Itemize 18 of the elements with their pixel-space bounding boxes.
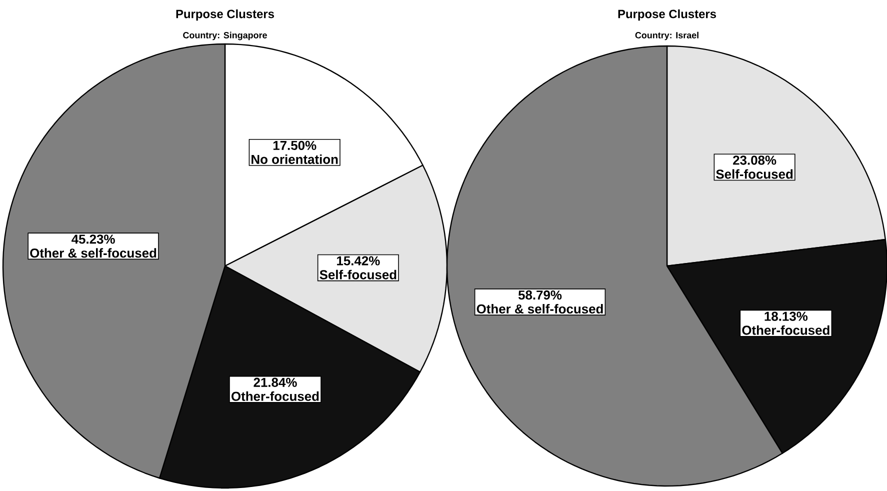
data-label: 21.84%	[254, 378, 297, 387]
slice-label: Self-focused	[716, 169, 793, 179]
chart-subtitle: Country: Israel	[635, 32, 698, 40]
chart-subtitle: Country: Singapore	[183, 32, 267, 40]
data-label: 15.42%	[337, 256, 380, 266]
chart-title: Purpose Clusters	[618, 9, 716, 21]
slice-label: Other & self-focused	[30, 248, 156, 258]
slice-label: Other & self-focused	[476, 304, 603, 314]
slice-label: Other-focused	[232, 391, 319, 401]
slice-label: No orientation	[252, 154, 338, 164]
data-label: 17.50%	[273, 140, 316, 150]
data-label: 18.13%	[764, 312, 808, 321]
data-label: 23.08%	[733, 156, 776, 165]
data-label: 45.23%	[72, 234, 115, 244]
chart-title: Purpose Clusters	[176, 9, 274, 21]
slice-label: Other-focused	[742, 325, 830, 335]
data-label: 58.79%	[518, 290, 562, 300]
slice-label: Self-focused	[320, 270, 396, 280]
